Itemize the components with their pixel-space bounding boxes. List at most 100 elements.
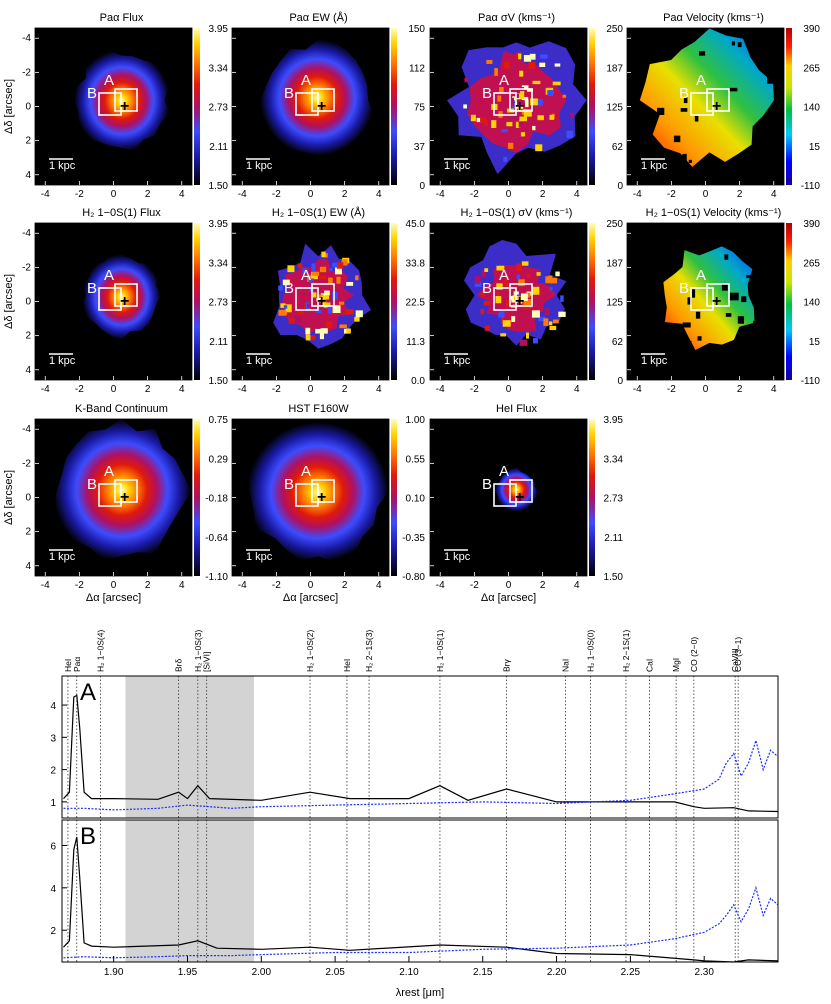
colorbar-tick-label: 0 [419,181,425,192]
x-axis-label: Δα [arcsec] [481,592,536,604]
x-axis-label: Δα [arcsec] [283,592,338,604]
aperture-label-a: A [104,267,114,284]
aperture-box-a [509,479,533,503]
nucleus-marker: + [712,98,721,115]
colorbar-tick-label: 140 [803,103,820,114]
aperture-label-a: A [301,267,311,284]
line-id-label: H₂ 1−0S(3) [193,630,203,672]
colorbar-tick-label: 1.50 [209,181,229,192]
scale-bar-label: 1 kpc [641,160,668,172]
line-id-label: H₂ 1−0S(4) [95,630,105,672]
line-id-label: H₂ 1−0S(2) [305,630,315,672]
line-id-label: NaI [560,659,570,672]
map-panel-10: BA +1 kpc HST F160W 1.00 0.55 0.10 -0.35 -0.80 -… [231,403,426,604]
aperture-box-b [98,483,122,507]
y-tick-label: 4 [50,884,56,895]
colorbar-tick-label: 3.95 [209,24,229,35]
line-id-label: [SiVI] [202,652,212,672]
x-tick-label: 2.10 [399,967,419,978]
map-title: HeI Flux [496,403,537,415]
colorbar-tick-label: 15 [809,142,821,153]
x-tick-label: 2 [145,384,151,395]
aperture-label-b: B [482,476,492,493]
aperture-label-b: B [284,476,294,493]
spectrum-panel-label: B [80,823,96,850]
aperture-label-a: A [499,267,509,284]
x-tick-label: 4 [179,580,185,591]
y-tick-label: 0 [25,297,31,308]
map-title: H₂ 1−0S(1) σV (kms⁻¹) [461,207,573,219]
colorbar-tick-label: 112 [409,63,425,74]
colorbar-tick-label: 250 [606,219,623,230]
x-tick-label: 2 [342,580,348,591]
spectrum-series-nuclear [63,836,779,963]
aperture-box-a [509,283,533,307]
aperture-box-b [493,92,517,116]
x-tick-label: -2 [470,189,479,200]
x-tick-label: -4 [238,189,247,200]
colorbar-tick-label: 2.11 [209,337,228,348]
map-title: Paα Flux [100,12,144,24]
y-tick-label: 2 [25,136,31,147]
x-tick-label: 2 [540,189,546,200]
x-tick-label: 2 [737,384,743,395]
x-tick-label: -4 [436,384,445,395]
x-tick-label: 2 [540,384,546,395]
x-tick-label: -4 [436,189,445,200]
x-tick-label: -2 [470,580,479,591]
colorbar-tick-label: 125 [606,103,623,114]
spectrum-panel-a: 1 2 3 4 A [50,675,779,819]
excluded-region [125,820,188,962]
aperture-box-b [295,287,319,311]
line-id-label: CO (2−0) [689,637,699,672]
aperture-label-a: A [104,72,114,89]
excluded-region [125,676,188,818]
y-tick-label: -4 [22,33,31,44]
x-tick-label: 4 [179,384,185,395]
x-tick-label: 2 [145,189,151,200]
scale-bar-label: 1 kpc [444,355,471,367]
colorbar-tick-label: 0 [617,181,623,192]
y-tick-label: -2 [22,67,31,78]
y-tick-label: -4 [22,424,31,435]
y-axis-label: Δδ [arcsec] [3,79,15,134]
y-tick-label: -2 [22,262,31,273]
map-panel-8: BA +1 kpc H₂ 1−0S(1) Velocity (kms⁻¹) 390 26… [626,207,820,395]
map-image [74,49,170,152]
colorbar-tick-label: 11.3 [406,337,425,348]
x-tick-label: 2.20 [547,967,567,978]
colorbar-tick-label: 3.34 [209,63,229,74]
colorbar-tick-label: 0.55 [406,454,426,465]
colorbar-tick-label: 1.50 [604,572,624,583]
y-tick-label: 2 [25,331,31,342]
map-panel-2: BA +1 kpc Paα EW (Å) 150 112 75 37 0 -4 -2 0 2 4 [231,11,425,200]
colorbar-tick-label: 390 [803,219,820,230]
colorbar [194,223,200,380]
colorbar-tick-label: 265 [803,63,820,74]
line-id-label: CO (3−1) [733,637,743,672]
aperture-label-b: B [87,476,97,493]
x-tick-label: 4 [771,189,777,200]
x-tick-label: 0 [111,189,117,200]
aperture-box-a [114,283,138,307]
x-tick-label: 4 [376,580,382,591]
aperture-label-b: B [284,85,294,102]
y-tick-label: 4 [25,365,31,376]
nucleus-marker: + [515,293,524,310]
spectrum-series-nuclear [63,694,779,813]
aperture-label-a: A [499,72,509,89]
y-tick-label: 3 [50,733,56,744]
scale-bar-label: 1 kpc [49,551,76,563]
map-title: HST F160W [288,403,349,415]
colorbar-tick-label: 390 [803,24,820,35]
aperture-label-b: B [482,280,492,297]
excluded-region [187,820,254,962]
scale-bar-label: 1 kpc [246,160,273,172]
x-tick-label: 2 [342,384,348,395]
scale-bar-label: 1 kpc [246,551,273,563]
colorbar-tick-label: -0.18 [205,494,228,505]
aperture-label-a: A [696,72,706,89]
x-tick-label: -2 [667,189,676,200]
